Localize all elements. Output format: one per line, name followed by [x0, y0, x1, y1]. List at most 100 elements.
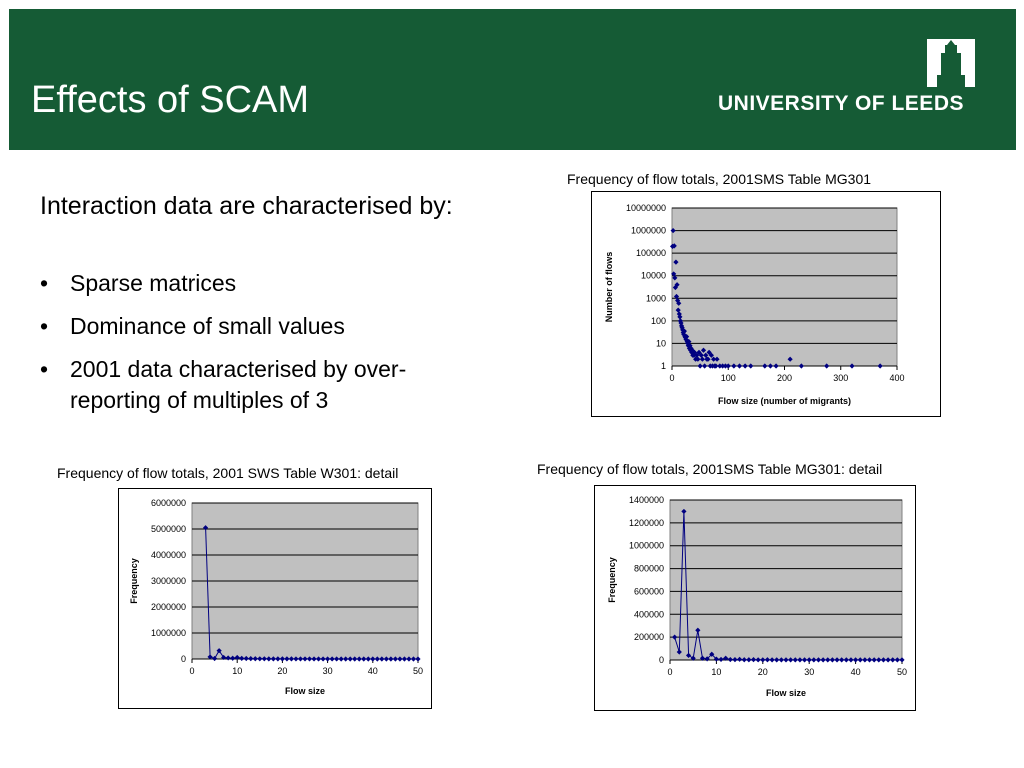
data-point	[890, 657, 896, 663]
y-axis-label: Frequency	[607, 557, 617, 603]
slide-title: Effects of SCAM	[31, 79, 310, 121]
tower-icon	[927, 39, 975, 87]
data-point	[675, 307, 681, 313]
y-axis-label: Number of flows	[604, 252, 614, 323]
sws-detail-chart: 0 1000000 2000000 3000000 4000000 5000000 6000…	[129, 498, 423, 696]
x-tick-label: 300	[833, 373, 848, 383]
bullet-item: • Sparse matrices	[40, 268, 470, 299]
data-point	[767, 363, 774, 369]
data-point	[370, 656, 376, 662]
data-point	[216, 648, 222, 654]
x-tick-label: 400	[889, 373, 904, 383]
y-tick-label: 10000	[641, 271, 666, 281]
data-point	[406, 656, 412, 662]
data-point	[709, 651, 715, 657]
data-point	[275, 656, 281, 662]
y-tick-label: 10	[656, 338, 666, 348]
y-tick-label: 3000000	[151, 576, 186, 586]
x-axis-label: Flow size	[285, 686, 325, 696]
data-point	[671, 271, 677, 277]
x-axis-label: Flow size (number of migrants)	[718, 396, 851, 406]
y-tick-label: 800000	[634, 564, 664, 574]
data-point	[288, 656, 295, 662]
data-point	[731, 363, 737, 369]
y-tick-label: 400000	[634, 609, 664, 619]
data-point	[670, 227, 676, 234]
y-tick-label: 6000000	[151, 498, 186, 508]
x-tick-label: 0	[669, 373, 674, 383]
university-logo	[927, 39, 975, 87]
data-point	[853, 657, 859, 663]
x-tick-label: 20	[758, 667, 768, 677]
data-point	[885, 657, 891, 663]
data-point	[702, 363, 708, 369]
data-point	[361, 656, 367, 662]
data-point	[401, 656, 408, 662]
data-point	[736, 363, 743, 369]
data-point	[695, 356, 701, 362]
y-tick-label: 0	[659, 655, 664, 665]
intro-text: Interaction data are characterised by:	[40, 192, 453, 220]
data-point	[848, 657, 854, 663]
data-point	[674, 282, 680, 288]
plot-area	[669, 499, 903, 661]
data-point	[329, 656, 335, 662]
x-tick-label: 100	[721, 373, 736, 383]
data-point	[672, 275, 678, 281]
data-point	[676, 300, 682, 306]
y-tick-label: 600000	[634, 586, 664, 596]
logo-text: UNIVERSITY OF LEEDS	[718, 92, 964, 115]
y-tick-label: 1000000	[151, 628, 186, 638]
sms-detail-chart: 0 200000 400000 600000 800000 1000000 1200000 1…	[607, 495, 907, 698]
x-tick-label: 50	[413, 666, 423, 676]
bullet-symbol: •	[40, 313, 49, 339]
data-point	[257, 656, 263, 662]
data-point	[698, 352, 704, 358]
x-tick-label: 40	[851, 667, 861, 677]
data-point	[681, 328, 687, 334]
data-point	[677, 314, 683, 320]
y-tick-label: 1400000	[629, 495, 664, 505]
x-tick-label: 30	[804, 667, 814, 677]
data-point	[725, 363, 731, 369]
data-point	[383, 656, 389, 662]
plot-area	[671, 207, 898, 367]
data-point	[374, 656, 380, 662]
data-point	[748, 363, 754, 369]
data-point	[703, 352, 709, 358]
x-tick-label: 10	[711, 667, 721, 677]
log-scatter-chart: 1 10 100 1000 10000 100000 1000000 10000000 0 100…	[604, 203, 905, 406]
y-tick-label: 100000	[636, 248, 666, 258]
bullet-symbol: •	[40, 270, 49, 296]
data-point	[722, 363, 729, 369]
data-point	[686, 339, 692, 345]
bullet-item: • Dominance of small values	[40, 311, 470, 342]
data-point	[352, 656, 358, 662]
data-point	[410, 656, 417, 662]
x-tick-label: 200	[777, 373, 792, 383]
data-point	[717, 363, 723, 369]
data-point	[671, 243, 677, 249]
data-point	[762, 363, 768, 369]
data-point	[365, 656, 371, 662]
data-point	[866, 657, 873, 663]
data-point	[742, 363, 748, 369]
data-point	[356, 656, 362, 662]
bullet-list: • Sparse matrices • Dominance of small val…	[40, 268, 470, 428]
data-point	[727, 656, 733, 663]
data-point	[746, 657, 752, 663]
bullet-text: Dominance of small values	[70, 313, 345, 339]
data-point	[880, 657, 887, 663]
chart-frame: 1 10 100 1000 10000 100000 1000000 10000000 0 100…	[591, 191, 941, 417]
data-point	[711, 356, 717, 362]
bullet-text: 2001 data characterised by over-reportin…	[70, 356, 407, 413]
data-point	[764, 657, 771, 663]
y-axis-label: Frequency	[129, 558, 139, 604]
y-tick-label: 1000	[646, 293, 666, 303]
data-point	[713, 363, 719, 369]
data-point	[415, 656, 421, 662]
data-point	[347, 656, 353, 662]
chart-frame: 0 200000 400000 600000 800000 1000000 1200000 1…	[594, 485, 916, 711]
data-point	[392, 656, 398, 662]
data-point	[877, 363, 883, 369]
